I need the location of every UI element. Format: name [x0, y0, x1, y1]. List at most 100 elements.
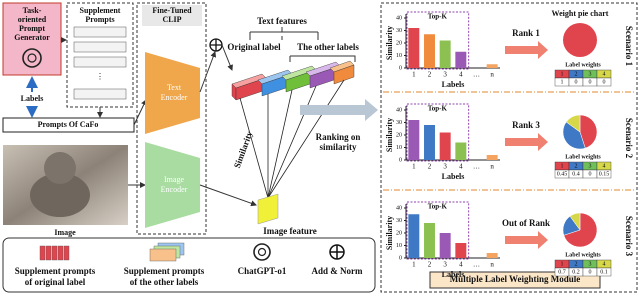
prompt-rows — [73, 26, 127, 100]
table-header: 1 — [561, 163, 564, 169]
scenario-label: Scenario 3 — [624, 216, 634, 257]
table-value: 0.7 — [558, 269, 566, 275]
y-tick-label: 0 — [399, 65, 402, 71]
encoder-text: Encoder — [161, 185, 188, 194]
x-tick-label: 2 — [428, 163, 432, 171]
x-axis-label: Labels — [442, 172, 465, 181]
bar — [455, 142, 467, 160]
table-value: 0 — [603, 79, 606, 85]
bar — [486, 253, 498, 258]
text-features: Text features — [257, 16, 307, 26]
legend-text: Add & Norm — [312, 266, 364, 276]
y-axis-label: Similarity — [385, 26, 394, 60]
bracket — [289, 55, 356, 62]
table-header: 3 — [589, 163, 592, 169]
bar — [455, 51, 467, 68]
chatgpt-icon — [22, 48, 42, 68]
x-tick-label: 4 — [459, 71, 463, 79]
bar — [455, 243, 467, 258]
similarity-text: Similarity — [232, 129, 255, 169]
cat-image — [44, 152, 76, 184]
x-tick-label: 3 — [443, 261, 447, 269]
rank-label: Rank 3 — [512, 120, 540, 130]
table-title: Label weights — [565, 154, 601, 160]
y-tick-label: 40 — [396, 107, 402, 113]
x-tick-label: 2 — [428, 71, 432, 79]
y-tick-label: 40 — [396, 15, 402, 21]
image-text: Image — [54, 228, 76, 237]
rank-label: Rank 1 — [512, 28, 540, 38]
clip-title: Fine-Tuned — [152, 6, 192, 15]
bar — [424, 125, 435, 160]
y-tick-label: 40 — [396, 205, 402, 211]
rank-label: Out of Rank — [502, 218, 550, 228]
generator-box — [2, 2, 62, 76]
x-axis-label: Labels — [442, 80, 465, 89]
table-header: 2 — [575, 261, 578, 267]
ellipsis: ⋮ — [96, 72, 104, 81]
table-cell — [596, 169, 612, 179]
text-encoder — [145, 52, 200, 134]
legend-icon — [253, 243, 271, 261]
table-header: 4 — [603, 71, 606, 77]
table-value: 0.45 — [557, 171, 568, 177]
table-header: 3 — [589, 71, 592, 77]
legend-text: of original label — [25, 277, 86, 287]
table-cell — [596, 267, 612, 277]
legend-text: ChatGPT-o1 — [238, 266, 287, 276]
bar — [486, 155, 498, 160]
legend-box — [2, 237, 376, 293]
supplement-title: Supplement — [80, 6, 121, 15]
top-k-label: Top-K — [428, 13, 448, 21]
supplement-title: Prompts — [85, 15, 114, 24]
bar — [439, 40, 451, 68]
arrow — [133, 99, 147, 126]
arrow — [199, 51, 217, 93]
table-header: 3 — [589, 261, 592, 267]
scenario-label: Scenario 2 — [624, 118, 634, 159]
x-axis-label: Labels — [442, 270, 465, 279]
y-tick-label: 0 — [399, 157, 402, 163]
table-header: 1 — [561, 71, 564, 77]
bar — [408, 214, 420, 258]
table-value: 0.1 — [600, 269, 608, 275]
top-k-label: Top-K — [428, 203, 448, 211]
labels-text: Labels — [21, 94, 44, 103]
generator-text: Generator — [14, 33, 50, 42]
pie-slice — [579, 114, 598, 149]
table-value: 0.15 — [599, 171, 610, 177]
pie-slice — [563, 212, 598, 248]
table-value: 0 — [589, 269, 592, 275]
top-k-label: Top-K — [428, 105, 448, 113]
image-vector — [257, 193, 279, 225]
y-tick-label: 30 — [396, 218, 402, 224]
big-arrow — [300, 99, 378, 121]
pie-slice — [562, 121, 586, 150]
weight-pie-title: Weight pie chart — [552, 9, 609, 18]
y-tick-label: 10 — [396, 243, 402, 249]
encoder-text: Text — [167, 83, 182, 92]
original-label: Original label — [227, 42, 281, 52]
x-tick-label: 3 — [443, 71, 447, 79]
pie-slice — [569, 212, 581, 231]
x-tick-label: 4 — [459, 163, 463, 171]
y-axis-label: Similarity — [385, 216, 394, 250]
module-title: Multiple Label Weighting Module — [450, 274, 581, 284]
x-tick-label: … — [473, 163, 480, 171]
pie-slice — [563, 23, 597, 57]
bar — [439, 132, 451, 160]
bar — [424, 34, 435, 68]
rank-arrow — [505, 41, 548, 59]
x-tick-label: 2 — [428, 261, 432, 269]
generator-text: Prompt — [19, 24, 45, 33]
y-tick-label: 10 — [396, 53, 402, 59]
clip-title: CLIP — [162, 15, 181, 24]
x-tick-label: n — [490, 261, 494, 269]
table-value: 0.2 — [572, 269, 580, 275]
x-tick-label: … — [473, 261, 480, 269]
table-header: 2 — [575, 71, 578, 77]
x-tick-label: n — [490, 71, 494, 79]
text-vectors — [231, 60, 355, 101]
pie-slice — [565, 114, 581, 133]
